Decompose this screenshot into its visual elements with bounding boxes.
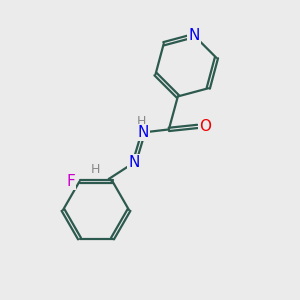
Text: O: O [199,119,211,134]
Text: H: H [91,164,100,176]
Text: N: N [138,125,149,140]
Text: H: H [137,115,146,128]
Text: N: N [188,28,200,43]
Text: F: F [66,174,75,189]
Text: N: N [129,155,140,170]
